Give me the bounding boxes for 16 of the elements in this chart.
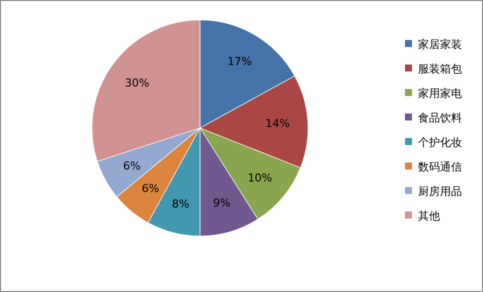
data-label: 6% (123, 159, 141, 172)
legend-label: 服装箱包 (418, 62, 462, 76)
legend-label: 家居家装 (418, 38, 462, 51)
data-label: 14% (265, 117, 290, 130)
data-label: 8% (172, 197, 190, 210)
data-label: 6% (142, 182, 160, 195)
data-label: 9% (212, 196, 230, 210)
legend-label: 个护化妆 (418, 136, 462, 149)
legend-label: 其他 (418, 210, 440, 222)
legend-label: 数码通信 (418, 160, 462, 174)
data-label: 10% (248, 172, 272, 185)
legend-label: 厨房用品 (418, 185, 462, 198)
data-label: 17% (227, 55, 252, 68)
legend-label: 家用家电 (418, 87, 462, 100)
data-label: 30% (124, 76, 150, 90)
legend-label: 食品饮料 (418, 112, 462, 124)
